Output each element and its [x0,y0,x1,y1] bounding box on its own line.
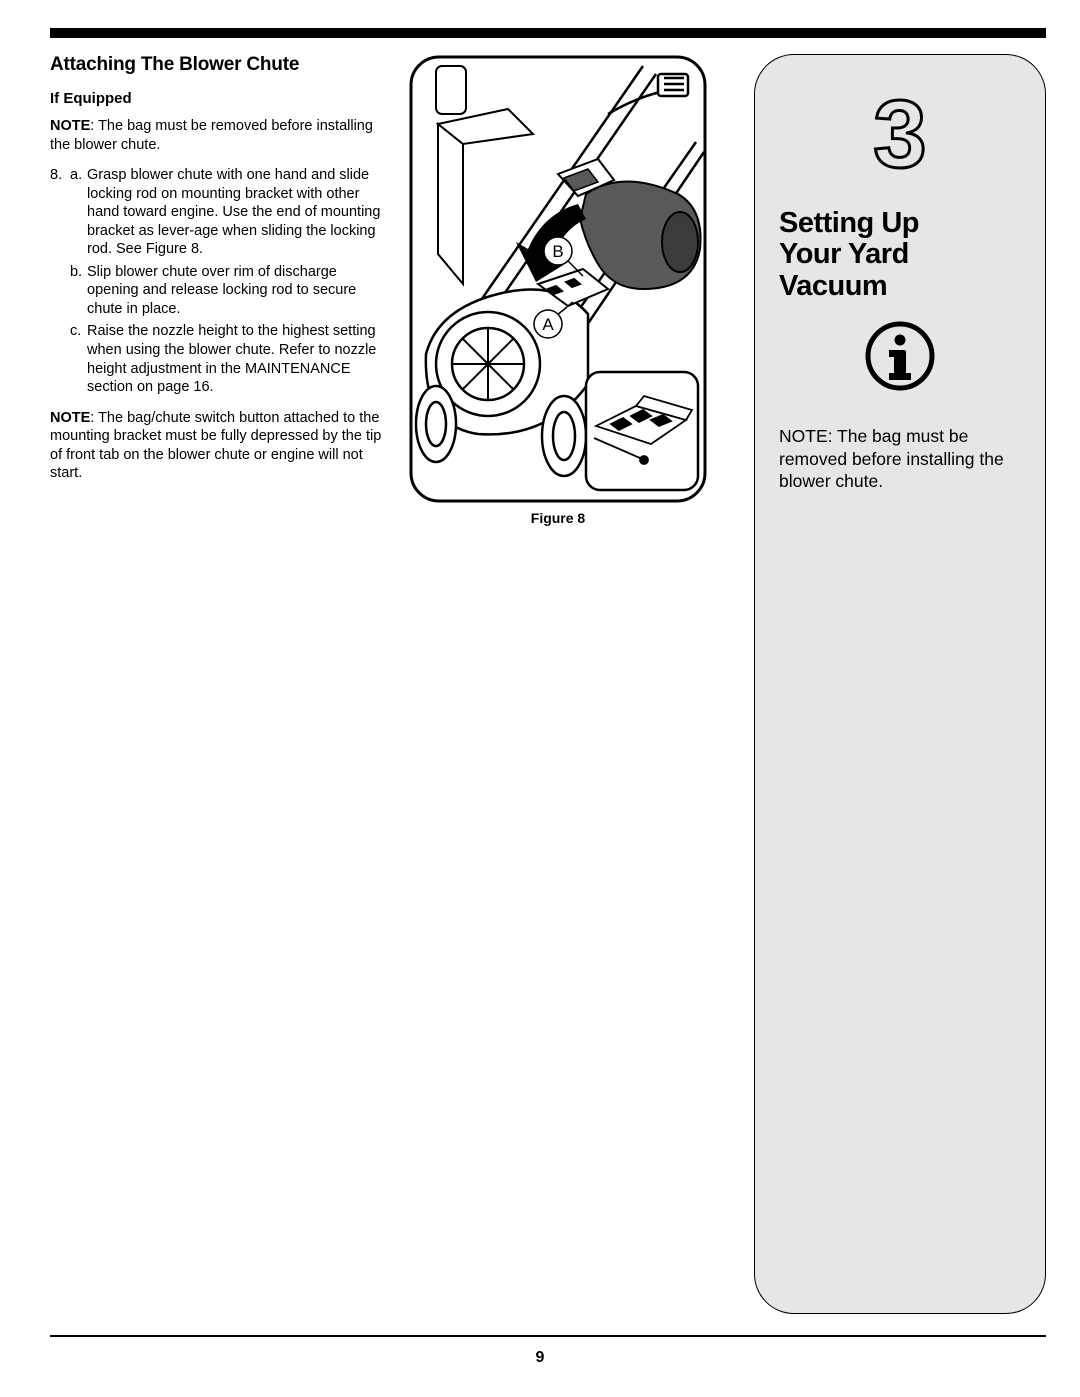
main-column: Attaching The Blower Chute If Equipped N… [50,54,732,1314]
sidebar-title-line3: Vacuum [779,271,919,302]
header-rule [50,28,1046,38]
text-column: Attaching The Blower Chute If Equipped N… [50,54,385,1314]
step-8c: c. Raise the nozzle height to the highes… [70,322,385,396]
step-8b: b. Slip blower chute over rim of dischar… [70,263,385,319]
page-number: 9 [0,1349,1080,1367]
sub-letter-a: a. [70,166,82,185]
sub-text-a: Grasp blower chute with one hand and sli… [87,167,380,257]
figure-column: B A Figure 8 [403,54,713,1314]
step-list: 8. a. Grasp blower chute with one hand a… [50,166,385,397]
step-8: 8. a. Grasp blower chute with one hand a… [50,166,385,397]
footer-rule [50,1335,1046,1337]
step-number: 8. [50,166,62,185]
sub-text-b: Slip blower chute over rim of discharge … [87,264,356,317]
note-text: : The bag must be removed before install… [50,118,373,153]
sub-list: a. Grasp blower chute with one hand and … [70,166,385,397]
chapter-number-icon: 3 [864,85,936,190]
sidebar-title: Setting Up Your Yard Vacuum [779,208,919,302]
sidebar-note: NOTE: The bag must be removed before ins… [779,425,1021,493]
callout-a: A [542,315,554,334]
sidebar-title-line1: Setting Up [779,208,919,239]
sub-letter-b: b. [70,263,82,282]
note-label-2: NOTE [50,410,90,426]
sidebar-title-line2: Your Yard [779,239,919,270]
content-row: Attaching The Blower Chute If Equipped N… [50,54,1046,1314]
section-title: Attaching The Blower Chute [50,54,385,76]
note-label: NOTE [50,118,90,134]
figure-8-illustration: B A [408,54,708,504]
figure-caption: Figure 8 [531,510,585,526]
subheading: If Equipped [50,90,385,107]
svg-text:3: 3 [873,85,926,185]
sub-letter-c: c. [70,322,81,341]
note-1: NOTE: The bag must be removed before ins… [50,117,385,154]
sidebar: 3 Setting Up Your Yard Vacuum NOTE: The … [754,54,1046,1314]
info-icon [864,320,936,397]
note-text-2: : The bag/chute switch button attached t… [50,410,381,482]
step-8a: a. Grasp blower chute with one hand and … [70,166,385,259]
sub-text-c: Raise the nozzle height to the highest s… [87,323,376,395]
callout-b: B [552,242,563,261]
note-2: NOTE: The bag/chute switch button attach… [50,409,385,483]
